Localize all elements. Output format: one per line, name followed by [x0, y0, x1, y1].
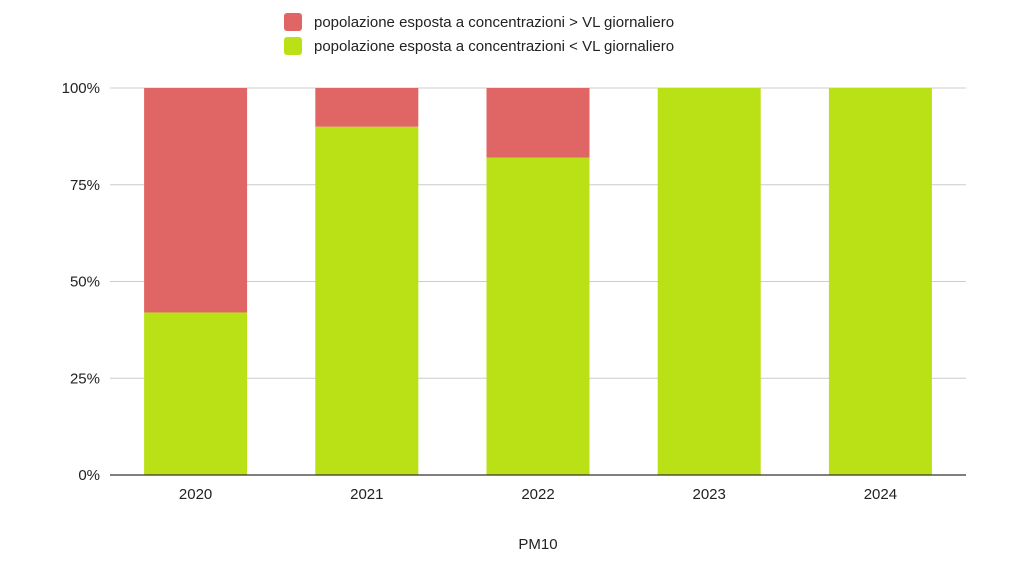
bar-segment-above-limit	[486, 88, 590, 158]
x-tick-label: 2023	[693, 486, 726, 503]
y-tick-label: 0%	[78, 467, 100, 484]
x-tick-label: 2024	[864, 486, 897, 503]
legend-swatch-above-limit	[284, 13, 302, 31]
chart-legend: popolazione esposta a concentrazioni > V…	[284, 10, 674, 58]
legend-label-below-limit: popolazione esposta a concentrazioni < V…	[314, 37, 675, 55]
x-tick-label: 2020	[179, 486, 212, 503]
y-tick-label: 100%	[62, 80, 100, 97]
y-tick-label: 25%	[70, 370, 100, 387]
bar-segment-below-limit	[657, 88, 761, 475]
legend-item-above-limit[interactable]: popolazione esposta a concentrazioni > V…	[284, 10, 674, 34]
bar-segment-below-limit	[144, 312, 248, 475]
y-tick-label: 50%	[70, 274, 100, 291]
bar-segment-above-limit	[315, 88, 419, 127]
legend-label-above-limit: popolazione esposta a concentrazioni > V…	[314, 13, 675, 31]
legend-swatch-below-limit	[284, 37, 302, 55]
bar-segment-above-limit	[144, 88, 248, 313]
bar-segment-below-limit	[828, 88, 932, 475]
x-tick-label: 2022	[521, 486, 554, 503]
bar-segment-below-limit	[486, 157, 590, 475]
x-tick-label: 2021	[350, 486, 383, 503]
y-tick-label: 75%	[70, 177, 100, 194]
bar-segment-below-limit	[315, 126, 419, 475]
legend-item-below-limit[interactable]: popolazione esposta a concentrazioni < V…	[284, 34, 674, 58]
x-axis-title: PM10	[518, 536, 557, 553]
